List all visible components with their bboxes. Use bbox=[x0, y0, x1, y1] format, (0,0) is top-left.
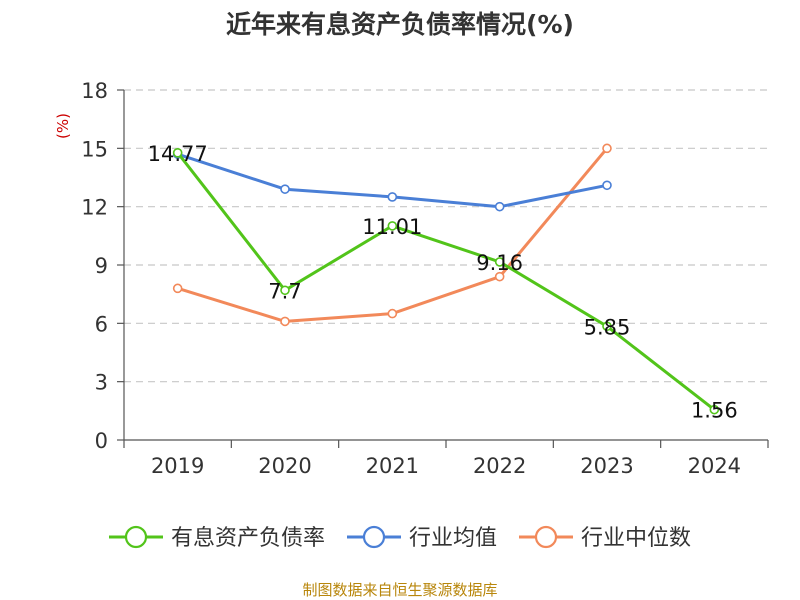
y-tick-label-3: 3 bbox=[95, 371, 108, 395]
x-tick-label-2019: 2019 bbox=[151, 454, 204, 478]
legend-label-2: 行业中位数 bbox=[581, 526, 691, 551]
source-note: 制图数据来自恒生聚源数据库 bbox=[302, 581, 497, 599]
x-tick-label-2023: 2023 bbox=[580, 454, 633, 478]
y-tick-label-18: 18 bbox=[81, 79, 108, 103]
series-lines bbox=[172, 143, 720, 415]
legend-label-0: 有息资产负债率 bbox=[171, 526, 325, 551]
y-tick-label-15: 15 bbox=[81, 137, 108, 161]
series-0-point-2024 bbox=[709, 404, 720, 415]
y-tick-label-6: 6 bbox=[95, 312, 108, 336]
x-tick-label-2022: 2022 bbox=[473, 454, 526, 478]
legend-label-1: 行业均值 bbox=[409, 526, 497, 551]
chart-title: 近年来有息资产负债率情况(%) bbox=[226, 10, 574, 39]
y-tick-label-9: 9 bbox=[95, 254, 108, 278]
series-0-point-2020 bbox=[280, 285, 290, 296]
series-2-point-2021 bbox=[387, 308, 398, 319]
y-axis-unit-label: (%) bbox=[54, 113, 72, 139]
series-1-point-2021 bbox=[387, 192, 398, 202]
series-0-point-2023 bbox=[602, 321, 612, 332]
x-tick-label-2020: 2020 bbox=[258, 454, 311, 478]
series-2-point-2019 bbox=[172, 283, 183, 294]
series-2-point-2022 bbox=[494, 271, 505, 282]
series-2-point-2020 bbox=[280, 316, 290, 327]
series-1-point-2023 bbox=[602, 180, 612, 191]
data-label-2024: 1.56 bbox=[691, 399, 738, 423]
legend: 有息资产负债率 行业均值 行业中位数 bbox=[109, 525, 691, 551]
data-label-2019: 14.77 bbox=[148, 142, 208, 166]
series-0-point-2022 bbox=[494, 257, 505, 267]
data-label-2020: 7.7 bbox=[268, 279, 301, 303]
series-0-point-2019 bbox=[172, 148, 183, 158]
axes: 0 3 6 9 12 15 18 2019 2020 2021 2022 2023 2024 bbox=[81, 79, 769, 478]
legend-marker-2 bbox=[534, 525, 558, 549]
data-label-2023: 5.85 bbox=[584, 315, 631, 339]
x-tick-label-2021: 2021 bbox=[366, 454, 419, 478]
grid-lines bbox=[124, 89, 768, 383]
data-label-2021: 11.01 bbox=[362, 215, 422, 239]
y-tick-label-0: 0 bbox=[95, 429, 108, 453]
series-0-point-2021 bbox=[387, 221, 398, 231]
series-1-point-2020 bbox=[280, 184, 290, 194]
series-2-point-2023 bbox=[602, 143, 612, 154]
legend-marker-0 bbox=[124, 525, 148, 549]
series-line-0 bbox=[176, 151, 716, 411]
y-tick-label-12: 12 bbox=[81, 196, 108, 220]
data-label-2022: 9.16 bbox=[476, 251, 523, 275]
x-tick-label-2024: 2024 bbox=[688, 454, 741, 478]
series-1-point-2022 bbox=[494, 201, 505, 212]
data-labels: 14.77 7.7 11.01 9.16 5.85 1.56 bbox=[148, 142, 738, 423]
legend-marker-1 bbox=[362, 525, 386, 549]
